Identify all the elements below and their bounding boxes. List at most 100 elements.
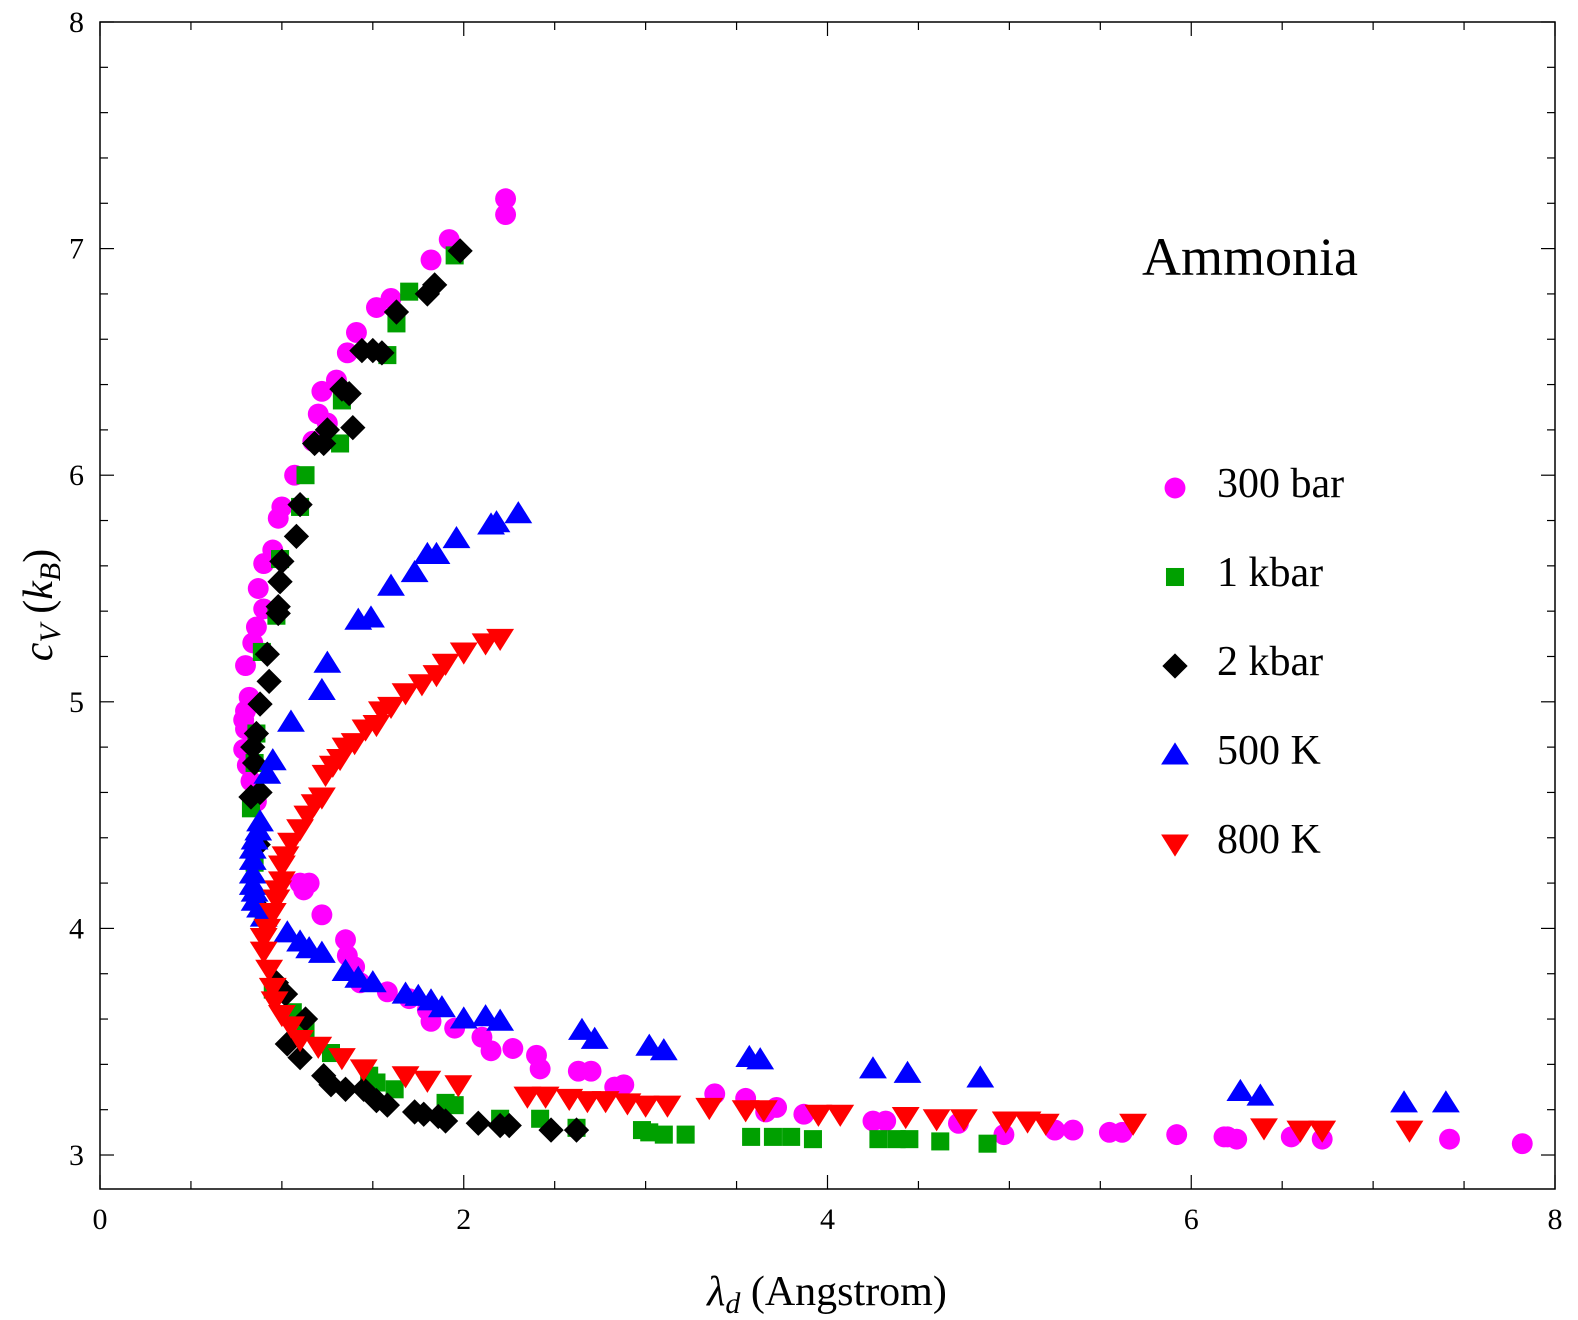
data-point [1439,1128,1460,1150]
data-point [1286,1120,1315,1143]
data-point [296,466,315,485]
data-point [335,929,356,951]
data-point [391,1066,420,1089]
y-axis-title: cV (kB) [16,549,67,661]
data-point [311,764,340,787]
data-point [277,832,305,855]
data-point [307,940,336,963]
data-point [235,655,256,676]
data-point [731,1100,760,1123]
y-axis-open: ( [16,600,62,625]
data-point [695,1097,724,1121]
data-point [287,492,313,518]
plot-area [233,188,1533,1155]
data-point [431,653,460,676]
data-point [383,299,410,325]
data-point [580,1026,609,1049]
data-point [286,819,314,842]
data-point [258,903,287,926]
data-point [449,642,478,665]
data-point [238,784,264,810]
x-tick-label: 2 [456,1203,471,1236]
data-point [332,1076,359,1102]
data-point [277,1016,305,1039]
data-point [385,1080,404,1099]
y-tick-label: 8 [69,6,84,39]
data-point [331,737,360,760]
data-point [243,720,270,747]
legend-label: 500 K [1217,728,1321,774]
data-point [949,1109,978,1132]
data-point [563,1117,590,1143]
data-point [329,376,355,402]
data-point [1111,1121,1133,1143]
data-point [531,1109,550,1128]
data-point [238,847,267,870]
legend-marker [1164,477,1186,499]
data-point [269,548,295,574]
legend-marker [1162,653,1188,679]
data-point [826,1104,855,1127]
data-point [538,1117,564,1143]
data-point [240,827,269,850]
data-point [1062,1119,1084,1141]
data-point [293,879,315,901]
data-point [991,1111,1020,1134]
x-axis-unit: (Angstrom) [740,1269,946,1315]
axis-ticks [99,21,1556,1189]
data-point [922,1109,951,1132]
x-tick-label: 6 [1184,1203,1199,1236]
series-500-k [238,501,1460,1113]
y-axis-symbol: c [16,642,62,661]
data-point [763,1127,782,1146]
data-point [349,1059,378,1082]
y-axis-unit: k [16,580,62,600]
data-point [568,1017,596,1040]
data-point [249,927,278,951]
data-point [513,1086,542,1109]
data-point [978,1134,997,1153]
data-point [241,750,268,776]
data-point [267,1005,296,1028]
data-point [445,1096,464,1115]
y-tick-label: 3 [69,1139,84,1172]
data-point [496,1112,522,1139]
data-point [1166,1124,1188,1146]
x-tick-label: 0 [93,1203,108,1236]
data-point [301,430,328,457]
data-point [875,1110,897,1132]
data-point [746,1047,775,1070]
data-point [900,1130,919,1149]
data-point [247,691,273,717]
data-point [340,414,366,441]
data-point [422,665,451,688]
data-point [253,761,282,784]
data-point [444,1075,473,1098]
legend-marker [1161,742,1189,765]
data-point [293,805,322,828]
data-point [1250,1118,1278,1141]
data-point [327,1048,356,1071]
x-axis-symbol: λ [705,1269,725,1315]
data-point [449,1006,478,1029]
data-point [311,904,333,926]
data-point [931,1132,950,1151]
data-point [420,249,442,271]
y-tick-label: 6 [69,459,84,492]
data-point [238,861,267,884]
data-point [349,337,375,364]
data-point [1031,1113,1060,1136]
data-point [311,1063,337,1089]
data-point [377,573,405,596]
data-point [1431,1090,1460,1113]
data-point [591,1091,620,1114]
data-point [245,616,267,638]
data-point [358,970,387,993]
data-point [413,541,442,565]
data-point [286,1029,314,1053]
data-point [408,674,436,697]
data-point [331,434,350,453]
plot-frame [99,21,1556,1190]
y-tick-label: 4 [69,912,84,945]
data-point [400,559,429,583]
